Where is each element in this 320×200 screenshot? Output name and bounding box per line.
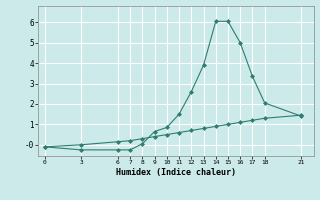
X-axis label: Humidex (Indice chaleur): Humidex (Indice chaleur) — [116, 168, 236, 177]
